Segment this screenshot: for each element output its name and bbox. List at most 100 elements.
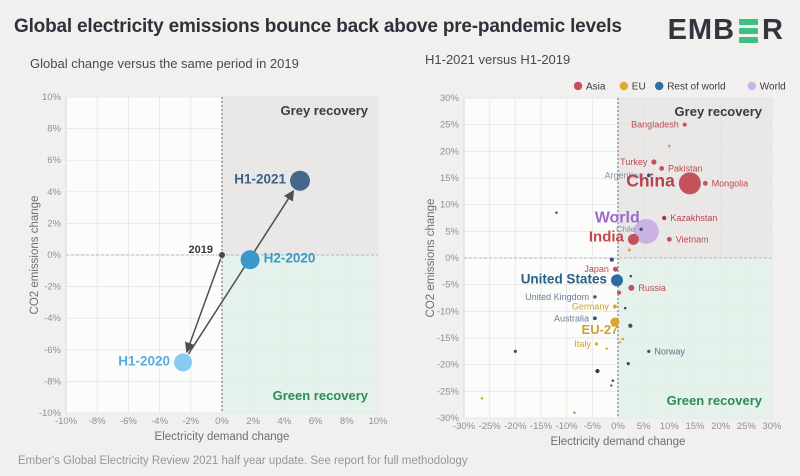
point-argentina[interactable]: [647, 173, 651, 178]
point-dot[interactable]: [610, 384, 613, 387]
point-dot[interactable]: [618, 341, 622, 344]
point-dot[interactable]: [616, 290, 622, 295]
y-tick-label: -30%: [437, 413, 460, 424]
point-label-world: World: [595, 209, 640, 226]
logo-green-e-icon: [739, 18, 759, 43]
point-united-kingdom[interactable]: [593, 295, 597, 299]
point-label-mongolia: Mongolia: [712, 178, 749, 188]
legend-label-world: World: [760, 82, 786, 93]
y-tick-label: 5%: [445, 226, 459, 237]
x-tick-label: 15%: [685, 421, 705, 432]
x-tick-label: -10%: [55, 416, 78, 427]
point-label-russia: Russia: [638, 283, 666, 293]
point-dot[interactable]: [621, 337, 624, 341]
x-tick-label: -15%: [530, 421, 553, 432]
x-tick-label: -2%: [182, 416, 199, 427]
x-tick-label: 10%: [660, 421, 680, 432]
green-recovery-region: [222, 255, 378, 413]
x-tick-label: 6%: [309, 416, 323, 427]
x-tick-label: 30%: [762, 421, 782, 432]
y-tick-label: -8%: [44, 376, 61, 387]
y-tick-label: -25%: [437, 386, 460, 397]
left-chart-subtitle: Global change versus the same period in …: [30, 56, 299, 71]
point-united-states[interactable]: [610, 274, 623, 287]
point-pakistan[interactable]: [659, 166, 665, 171]
point-dot[interactable]: [513, 349, 517, 353]
x-tick-label: 5%: [637, 421, 651, 432]
point-label-2019: 2019: [189, 244, 213, 256]
point-china[interactable]: [678, 172, 701, 195]
point-2019[interactable]: [219, 252, 225, 258]
point-label-norway: Norway: [654, 346, 685, 356]
green-recovery-label: Green recovery: [667, 393, 763, 408]
point-dot[interactable]: [609, 257, 614, 262]
x-axis-title: Electricity demand change: [155, 431, 290, 443]
point-dot[interactable]: [605, 347, 608, 350]
point-vietnam[interactable]: [666, 236, 672, 242]
point-kazakhstan[interactable]: [662, 215, 667, 221]
point-dot[interactable]: [595, 368, 600, 374]
point-label-eu-27: EU-27: [582, 322, 619, 337]
legend-swatch-world[interactable]: [747, 81, 756, 91]
point-chile[interactable]: [639, 227, 643, 231]
point-dot[interactable]: [611, 379, 615, 382]
point-label-united-states: United States: [521, 271, 607, 286]
legend-swatch-asia[interactable]: [573, 81, 583, 91]
point-turkey[interactable]: [651, 159, 657, 165]
point-dot[interactable]: [628, 323, 633, 328]
chart-canvas: -10% -8% -6% -4% -2% 0% 2% 4% 6% 8% 10% -10% -8% -6% -…: [29, 92, 388, 443]
point-dot[interactable]: [668, 144, 671, 148]
point-germany[interactable]: [612, 304, 617, 309]
y-tick-label: 4%: [47, 187, 61, 198]
point-dot[interactable]: [627, 248, 631, 252]
x-tick-label: 20%: [711, 421, 731, 432]
point-russia[interactable]: [628, 284, 635, 291]
point-india[interactable]: [627, 233, 639, 245]
ember-logo: EMB R: [668, 14, 784, 47]
point-dot[interactable]: [555, 211, 558, 214]
y-tick-label: -10%: [39, 408, 62, 419]
point-dot[interactable]: [480, 396, 484, 400]
grey-recovery-label: Grey recovery: [281, 103, 369, 118]
y-tick-label: 30%: [440, 93, 460, 104]
y-tick-label: 25%: [440, 120, 460, 131]
point-mongolia[interactable]: [702, 180, 708, 186]
y-tick-label: -10%: [437, 306, 460, 317]
point-h1-2021[interactable]: [290, 170, 310, 191]
trend-arrow: [187, 189, 295, 355]
point-h2-2020[interactable]: [240, 250, 260, 270]
x-tick-label: 2%: [246, 416, 260, 427]
x-tick-label: 0%: [611, 421, 625, 432]
x-tick-label: 25%: [737, 421, 757, 432]
point-dot[interactable]: [573, 411, 576, 414]
y-tick-label: 20%: [440, 146, 460, 157]
x-tick-label: -4%: [151, 416, 168, 427]
point-label-h1-2020: H1-2020: [118, 353, 170, 368]
y-tick-label: 0%: [445, 253, 459, 264]
y-tick-label: -4%: [44, 313, 61, 324]
point-norway[interactable]: [647, 349, 651, 353]
x-tick-label: -5%: [584, 421, 601, 432]
point-eu-27[interactable]: [610, 317, 620, 327]
legend-label-asia: Asia: [586, 82, 606, 93]
point-h1-2020[interactable]: [174, 353, 192, 372]
point-dot[interactable]: [629, 274, 633, 278]
point-dot[interactable]: [623, 306, 627, 310]
point-label-bangladesh: Bangladesh: [631, 120, 679, 130]
point-italy[interactable]: [594, 342, 599, 346]
point-dot[interactable]: [626, 362, 630, 366]
legend-swatch-eu[interactable]: [619, 81, 628, 91]
x-tick-label: -8%: [89, 416, 106, 427]
legend-label-eu: EU: [632, 82, 646, 93]
point-label-united-kingdom: United Kingdom: [525, 292, 589, 302]
y-tick-label: 2%: [47, 218, 61, 229]
legend-swatch-rest-of-world[interactable]: [655, 81, 664, 91]
point-australia[interactable]: [593, 316, 597, 321]
left-chart: -10% -8% -6% -4% -2% 0% 2% 4% 6% 8% 10% -10% -8% -6% -…: [28, 92, 392, 450]
point-bangladesh[interactable]: [682, 122, 687, 127]
point-japan[interactable]: [612, 266, 618, 272]
right-chart: -30% -25% -20% -15% -10% -5% 0% 5% 10% 15% 20% 25% 3…: [424, 78, 798, 452]
point-world[interactable]: [633, 218, 659, 244]
y-axis-title: CO2 emissions change: [425, 199, 437, 318]
green-recovery-region: [618, 258, 772, 418]
